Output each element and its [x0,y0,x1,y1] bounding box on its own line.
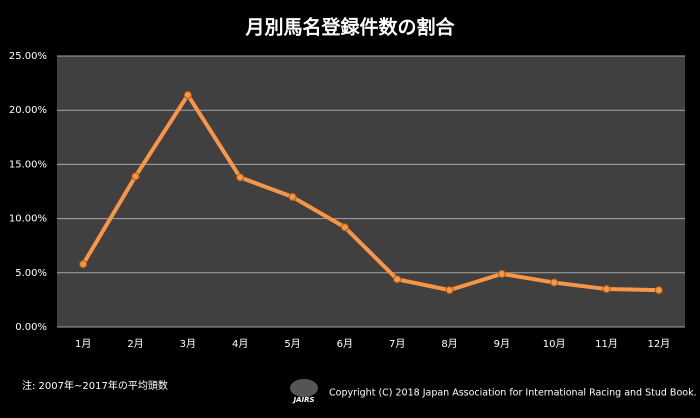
x-tick-label: 8月 [441,338,457,350]
chart-title: 月別馬名登録件数の割合 [244,16,455,39]
point [654,286,663,295]
point [340,223,349,232]
footnote: 注: 2007年~2017年の平均頭数 [22,379,168,392]
point [183,91,192,100]
logo-icon [290,379,318,397]
x-tick-label: 11月 [595,338,618,350]
x-tick-label: 9月 [494,338,510,350]
x-tick-label: 10月 [543,338,566,350]
x-tick-label: 12月 [647,338,670,350]
copyright: Copyright (C) 2018 Japan Association for… [329,388,697,399]
point [497,269,506,278]
point [445,286,454,295]
y-tick-label: 20.00% [9,105,47,116]
y-tick-label: 0.00% [15,322,47,333]
series-line [81,93,659,293]
y-tick-label: 25.00% [9,51,47,62]
x-tick-label: 5月 [284,338,300,350]
point [550,278,559,287]
plot-area [57,56,685,327]
y-tick-label: 10.00% [9,214,47,225]
y-tick-label: 15.00% [9,159,47,170]
point [79,260,88,269]
x-tick-label: 1月 [75,338,91,350]
point [131,172,140,181]
point [288,192,297,201]
point [393,275,402,284]
x-tick-label: 4月 [232,338,248,350]
x-tick-label: 3月 [180,338,196,350]
point [602,285,611,294]
logo: JAIRS [291,396,314,404]
x-tick-label: 7月 [389,338,405,350]
y-tick-label: 5.00% [15,268,47,279]
point [236,173,245,182]
x-tick-label: 2月 [127,338,143,350]
x-tick-label: 6月 [337,338,353,350]
